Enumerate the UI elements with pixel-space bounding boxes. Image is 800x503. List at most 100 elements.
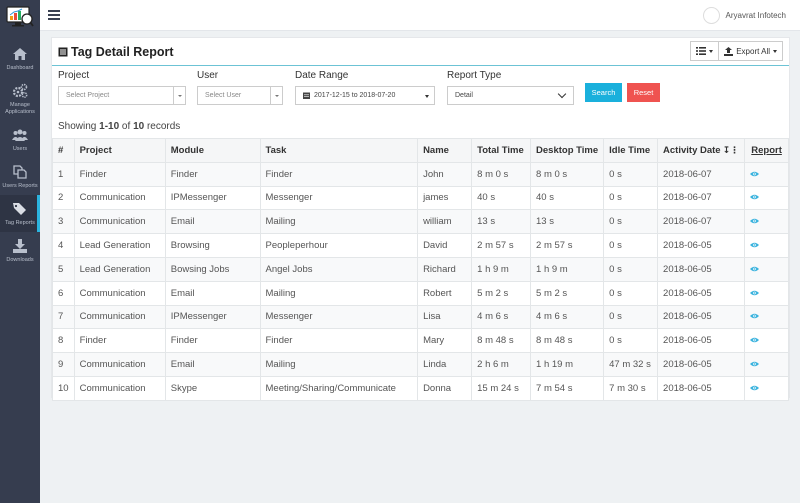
project-filter: Project Select Project (58, 70, 186, 105)
cell-desktop-time: 1 h 19 m (530, 352, 605, 377)
download-icon (13, 239, 27, 253)
cell-total-time: 2 h 6 m (471, 352, 532, 377)
eye-icon[interactable] (750, 242, 760, 248)
cell-desktop-time: 1 h 9 m (530, 256, 605, 282)
cell-report (744, 304, 789, 330)
sidebar-item-users-reports[interactable]: Users Reports (0, 158, 40, 195)
table-row: 5 Lead Generation Bowsing Jobs Angel Jobs Ri… (52, 256, 789, 282)
cell-module: Finder (164, 328, 261, 354)
table-row: 7 Communication IPMessenger Messenger Lisa 4 … (52, 304, 789, 330)
cell-total-time: 15 m 24 s (471, 375, 532, 401)
eye-icon[interactable] (750, 171, 760, 177)
search-button[interactable]: Search (585, 83, 622, 102)
cell-index: 4 (52, 233, 75, 258)
cell-task: Peopleperhour (259, 233, 419, 258)
export-all-button[interactable]: Export All (719, 41, 783, 61)
cell-index: 3 (52, 209, 75, 235)
eye-icon[interactable] (750, 218, 760, 224)
cell-total-time: 8 m 0 s (471, 161, 532, 187)
eye-icon[interactable] (750, 290, 760, 296)
user-select[interactable]: Select User (197, 86, 283, 105)
user-menu[interactable]: Aryavrat Infotech (702, 7, 786, 24)
cell-project: Communication (73, 209, 166, 235)
col-header-module[interactable]: Module (164, 138, 261, 163)
cell-total-time: 8 m 48 s (471, 328, 532, 354)
cell-total-time: 1 h 9 m (471, 256, 532, 282)
col-header-desktop-time[interactable]: Desktop Time (530, 138, 605, 163)
cell-report (744, 280, 789, 306)
eye-icon[interactable] (750, 266, 760, 272)
cell-total-time: 2 m 57 s (471, 233, 532, 258)
table-row: 2 Communication IPMessenger Messenger james 4… (52, 185, 789, 211)
eye-icon[interactable] (750, 361, 760, 367)
col-header-idle-time[interactable]: Idle Time (603, 138, 659, 163)
col-header-activity-date[interactable]: Activity Date ↧⋮ (657, 138, 746, 163)
chevron-down-icon (270, 87, 282, 104)
reset-button[interactable]: Reset (627, 83, 660, 102)
cell-project: Communication (73, 375, 166, 401)
sidebar-item-manage-applications[interactable]: Manage Applications (0, 77, 40, 121)
list-alt-icon (58, 47, 68, 57)
cell-index: 2 (52, 185, 75, 211)
cell-module: Email (164, 352, 261, 377)
cell-activity-date: 2018-06-05 (657, 280, 746, 306)
sidebar-item-users[interactable]: Users (0, 121, 40, 158)
user-filter: User Select User (197, 70, 283, 105)
cell-total-time: 4 m 6 s (471, 304, 532, 330)
cell-report (744, 233, 789, 258)
table-row: 10 Communication Skype Meeting/Sharing/Comm… (52, 375, 789, 401)
eye-icon[interactable] (750, 313, 760, 319)
eye-icon[interactable] (750, 385, 760, 391)
cell-activity-date: 2018-06-05 (657, 233, 746, 258)
cell-total-time: 13 s (471, 209, 532, 235)
sidebar-item-dashboard[interactable]: Dashboard (0, 40, 40, 77)
cell-report (744, 328, 789, 354)
cell-idle-time: 0 s (603, 256, 659, 282)
cell-project: Finder (73, 161, 166, 187)
date-range-picker[interactable]: 2017-12-15 to 2018-07-20 (295, 86, 435, 105)
cell-task: Meeting/Sharing/Communicate (259, 375, 419, 401)
cell-idle-time: 0 s (603, 209, 659, 235)
cell-report (744, 161, 789, 187)
cell-activity-date: 2018-06-05 (657, 328, 746, 354)
eye-icon[interactable] (750, 337, 760, 343)
export-icon (724, 46, 734, 56)
col-header-project[interactable]: Project (73, 138, 166, 163)
username: Aryavrat Infotech (725, 11, 786, 20)
report-table: # Project Module Task Name Total Time De… (52, 138, 789, 401)
col-header-report[interactable]: Report (744, 138, 789, 163)
cell-task: Mailing (259, 209, 419, 235)
chevron-down-icon (557, 89, 567, 99)
cell-project: Lead Generation (73, 233, 166, 258)
col-header-task[interactable]: Task (259, 138, 419, 163)
cell-report (744, 375, 789, 401)
records-summary: Showing 1-10 of 10 records (58, 121, 180, 132)
cell-activity-date: 2018-06-05 (657, 304, 746, 330)
panel-header: Tag Detail Report Export All (52, 38, 789, 66)
sidebar-item-tag-reports[interactable]: Tag Reports (0, 195, 40, 232)
monitor-chart-logo-icon (6, 6, 34, 27)
cell-desktop-time: 40 s (530, 185, 605, 211)
menu-toggle-icon[interactable] (48, 10, 60, 20)
cell-name: Lisa (417, 304, 473, 330)
cell-project: Lead Generation (73, 256, 166, 282)
cell-name: Richard (417, 256, 473, 282)
eye-icon[interactable] (750, 194, 760, 200)
sidebar-item-downloads[interactable]: Downloads (0, 232, 40, 269)
cell-index: 6 (52, 280, 75, 306)
cell-name: Donna (417, 375, 473, 401)
project-select[interactable]: Select Project (58, 86, 186, 105)
cell-task: Mailing (259, 352, 419, 377)
caret-down-icon (709, 49, 714, 53)
records-range: 1-10 (99, 121, 120, 132)
col-header-name[interactable]: Name (417, 138, 473, 163)
home-icon (13, 48, 27, 60)
report-type-select[interactable]: Detail (447, 86, 574, 105)
app-logo[interactable] (0, 0, 40, 34)
cell-desktop-time: 7 m 54 s (530, 375, 605, 401)
col-header-total-time[interactable]: Total Time (471, 138, 532, 163)
cell-module: Email (164, 209, 261, 235)
sort-desc-icon[interactable]: ↧⋮ (722, 144, 740, 155)
cell-index: 8 (52, 328, 75, 354)
column-toggle-button[interactable] (690, 41, 720, 61)
